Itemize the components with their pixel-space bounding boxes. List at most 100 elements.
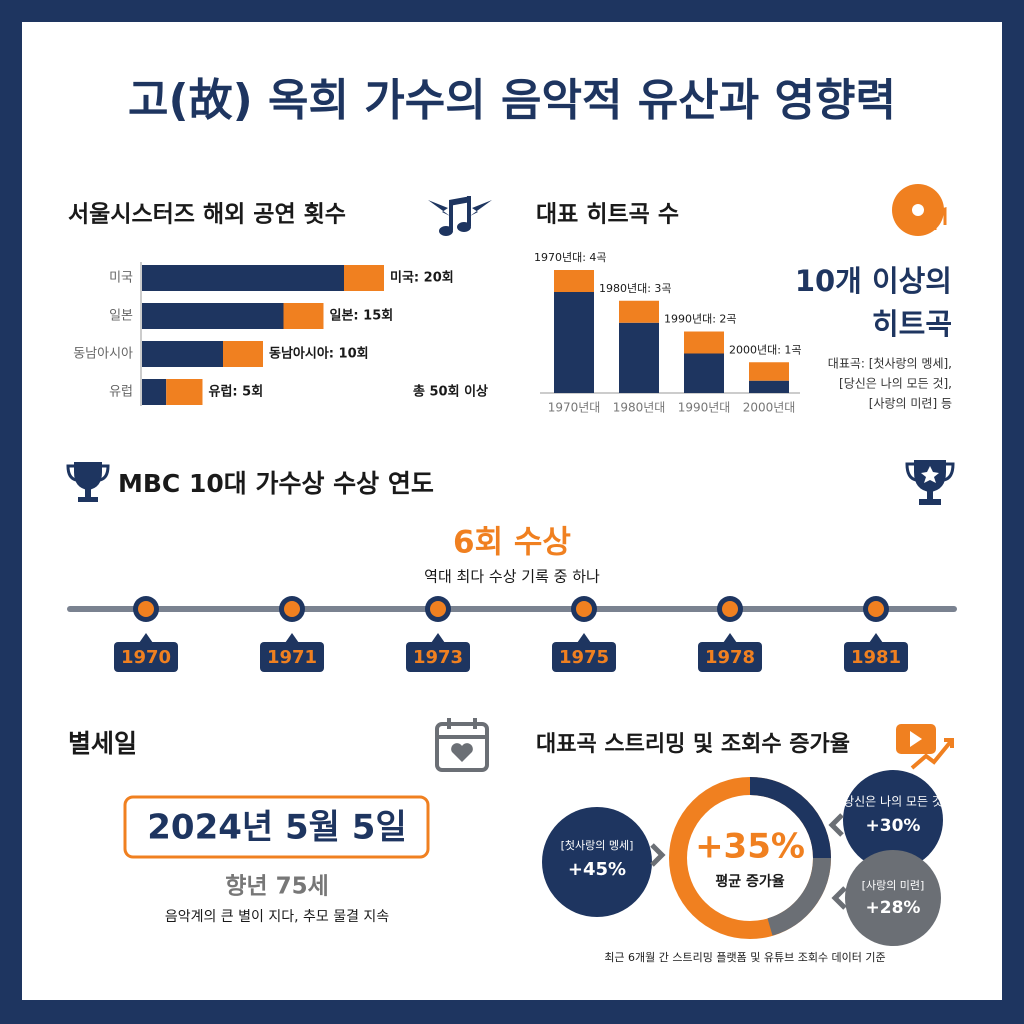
donut [669,777,831,939]
year-label: 1973 [413,647,463,668]
bar [554,292,594,393]
date: 2024년 5월 5일 [147,808,406,848]
bar [619,322,659,393]
timeline-dot-inner [430,601,446,617]
chevron [828,813,844,837]
timeline-dot-inner [284,601,300,617]
summary-note: 대표곡: [첫사랑의 멩세], [828,357,952,371]
section-title: 별세일 [68,729,137,758]
bar [142,379,167,405]
year-box [406,642,470,672]
caption: 역대 최다 수상 기록 중 하나 [424,568,600,586]
music-icon [428,196,492,236]
value-label: 동남아시아: 10회 [269,346,369,362]
video-icon [896,724,954,770]
section-title: 서울시스터즈 해외 공연 횟수 [68,202,346,228]
caption: 음악계의 큰 별이 지다, 추모 물결 지속 [165,909,389,925]
bar-tip [684,331,724,354]
song-name: [사랑의 미련] [862,879,925,892]
summary-note: [사랑의 미련] 등 [869,397,952,411]
trophy-icon [905,460,955,505]
footnote: 최근 6개월 간 스트리밍 플랫폼 및 유튜브 조회수 데이터 기준 [604,951,885,964]
category-label: 미국 [109,271,133,286]
year-label: 1970 [121,647,171,668]
bar-tip [166,379,203,405]
bar [142,303,284,329]
year-box [260,642,324,672]
bar-tip [554,270,594,292]
bubble [843,770,943,870]
bar-tip [223,341,263,367]
year-label: 1978 [705,647,755,668]
bar [142,265,344,291]
summary: 10개 이상의 [795,264,952,298]
category-label: 1970년대 [548,401,601,415]
section-title: MBC 10대 가수상 수상 연도 [118,469,434,498]
chevron [650,843,666,867]
section-title: 대표 히트곡 수 [536,202,679,228]
average: +35% [695,827,805,867]
vertical-bar-chart: 1970년대: 4곡 1970년대 1980년대: 3곡 1980년대 1990년대: … [534,251,802,415]
value-label: 미국: 20회 [390,270,454,286]
timeline-dot-inner [576,601,592,617]
year-label: 1981 [851,647,901,668]
value-label: 2000년대: 1곡 [729,343,802,356]
disc-icon [892,184,947,236]
bar [749,380,789,393]
bubble [845,850,941,946]
song-growth: +28% [866,898,921,918]
date-box [123,795,430,859]
page-title: 고(故) 옥희 가수의 음악적 유산과 영향력 [128,75,896,126]
pointer [285,633,299,643]
category-label: 1990년대 [678,401,731,415]
calendar-icon [435,718,489,772]
year-box [698,642,762,672]
timeline-dot-inner [722,601,738,617]
bar-tip [283,303,324,329]
chevron [831,886,847,910]
category-label: 1980년대 [613,401,666,415]
value-label: 1980년대: 3곡 [599,282,672,295]
value-label: 유럽: 5회 [209,384,264,400]
bar [142,341,223,367]
value-label: 1990년대: 2곡 [664,313,737,326]
bar-tip [344,265,384,291]
bubble [542,807,652,917]
value-label: 1970년대: 4곡 [534,251,607,264]
song-name: [당신은 나의 모든 것] [838,795,947,809]
trophy-icon [66,462,110,502]
year-label: 1975 [559,647,609,668]
song-growth: +45% [568,859,626,880]
average-caption: 평균 증가율 [715,873,784,890]
category-label: 일본 [109,309,133,324]
timeline-dot-inner [138,601,154,617]
bar [684,353,724,393]
headline: 6회 수상 [453,525,571,561]
bar-tip [619,300,659,323]
song-name: [첫사랑의 멩세] [561,839,634,852]
pointer [723,633,737,643]
summary-note: [당신은 나의 모든 것], [839,377,952,391]
age: 향년 75세 [225,874,329,900]
category-label: 유럽 [109,385,133,400]
year-box [114,642,178,672]
pointer [577,633,591,643]
category-label: 동남아시아 [73,347,133,362]
timeline-dot-inner [868,601,884,617]
value-label: 일본: 15회 [330,308,394,324]
pointer [139,633,153,643]
section-title: 대표곡 스트리밍 및 조회수 증가율 [536,732,850,757]
year-label: 1971 [267,647,317,668]
bar-tip [749,362,789,381]
summary: 히트곡 [872,307,952,341]
category-label: 2000년대 [743,401,796,415]
pointer [869,633,883,643]
year-box [844,642,908,672]
pointer [431,633,445,643]
timeline-points: 1970 1971 1973 1975 1978 1981 [114,596,908,672]
year-box [552,642,616,672]
total-label: 총 50회 이상 [413,384,488,400]
